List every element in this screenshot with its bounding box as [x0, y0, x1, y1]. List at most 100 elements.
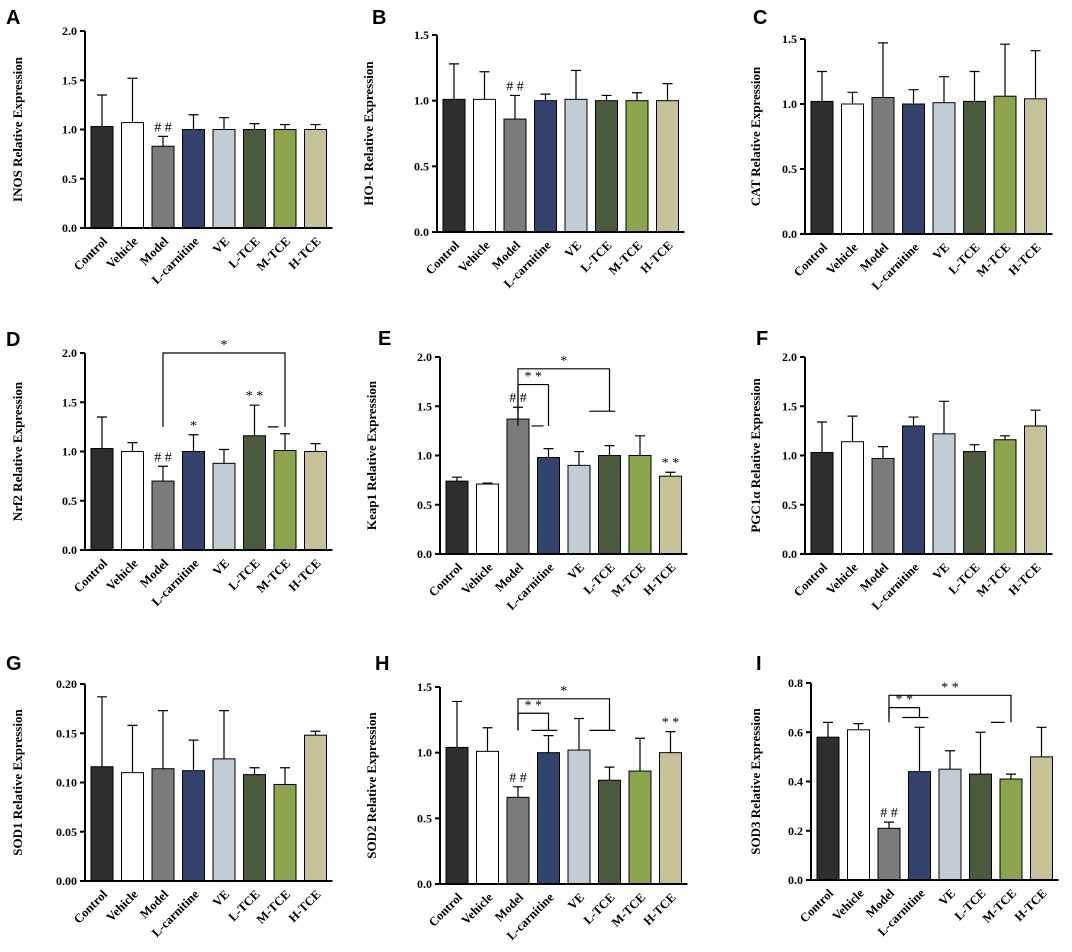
- bracket-significance: * *: [525, 370, 543, 385]
- bar-m-tce: [273, 783, 297, 882]
- y-tick-label: 1.0: [417, 449, 432, 463]
- bar-l-tce: [963, 100, 986, 235]
- bracket-significance: * *: [525, 698, 543, 713]
- error-bar: [219, 117, 229, 130]
- bar-model: [871, 97, 895, 235]
- x-tick-label: VE: [210, 556, 232, 578]
- bracket-significance: *: [221, 338, 228, 353]
- y-tick-label: 1.0: [62, 445, 77, 459]
- x-tick-label: H-TCE: [638, 238, 676, 276]
- x-tick-label: Control: [71, 556, 111, 596]
- error-bar: [219, 448, 229, 464]
- bracket-significance: * *: [941, 680, 959, 695]
- bar-ve: [212, 462, 236, 551]
- bar-h-tce: [659, 475, 682, 555]
- error-bar: [479, 71, 490, 100]
- error-bar: [219, 709, 229, 759]
- x-tick-label: M-TCE: [974, 240, 1013, 279]
- panel-letter: H: [375, 653, 389, 675]
- y-tick-label: 0.4: [788, 775, 803, 789]
- y-tick-label: 0.00: [56, 874, 77, 888]
- bar-vehicle: [121, 451, 144, 551]
- error-bar: [574, 717, 584, 751]
- error-bar: [280, 123, 290, 130]
- error-bar: [847, 91, 858, 104]
- significance-mark: # #: [509, 771, 527, 786]
- bar-model: [877, 827, 901, 881]
- x-tick-label: Vehicle: [104, 887, 141, 924]
- y-tick-label: 0.05: [56, 825, 77, 839]
- error-bar: [482, 727, 493, 752]
- x-tick-label: Vehicle: [104, 234, 141, 271]
- bar-m-tce: [993, 439, 1017, 555]
- x-tick-label: H-TCE: [1006, 560, 1044, 598]
- y-tick-label: 0.20: [56, 677, 77, 691]
- bar-m-tce: [273, 129, 297, 229]
- y-tick-label: 0.5: [414, 159, 429, 173]
- x-tick-label: M-TCE: [254, 234, 293, 273]
- x-tick-label: Vehicle: [824, 240, 861, 277]
- panel-letter: E: [378, 328, 391, 350]
- x-tick-label: Vehicle: [824, 560, 861, 597]
- bar-ve: [567, 749, 591, 885]
- bar-l-tce: [963, 451, 986, 555]
- x-tick-label: Control: [71, 234, 111, 274]
- x-tick-label: H-TCE: [1012, 886, 1050, 924]
- bar-m-tce: [273, 450, 297, 551]
- bar-h-tce: [1024, 98, 1047, 235]
- bar-ve: [938, 768, 962, 881]
- y-tick-label: 2.0: [417, 350, 432, 364]
- x-tick-label: M-TCE: [980, 886, 1019, 925]
- x-tick-label: M-TCE: [609, 560, 648, 599]
- x-tick-label: Control: [71, 887, 111, 927]
- error-bar: [127, 77, 138, 123]
- y-tick-label: 1.5: [782, 399, 797, 413]
- x-tick-label: Control: [423, 238, 463, 278]
- bar-ve: [932, 433, 956, 555]
- bar-control: [816, 736, 840, 881]
- bar-l-tce: [598, 455, 621, 555]
- y-tick-label: 1.5: [782, 32, 797, 46]
- bar-l-carnitine: [182, 451, 205, 551]
- panel-F: F PGC1α Relative Expression ControlVehicle…: [748, 328, 1053, 613]
- significance-mark: # #: [154, 450, 172, 465]
- bar-l-tce: [595, 100, 618, 233]
- bar-l-carnitine: [537, 456, 560, 555]
- x-tick-label: Vehicle: [104, 556, 141, 593]
- y-tick-label: 1.0: [414, 94, 429, 108]
- bar-ve: [212, 758, 236, 882]
- error-bar: [662, 82, 673, 101]
- error-bar: [540, 93, 551, 101]
- bar-control: [445, 480, 469, 555]
- error-bar: [604, 445, 615, 456]
- bar-model: [506, 796, 530, 885]
- bar-vehicle: [121, 122, 144, 229]
- y-tick-label: 0.0: [782, 547, 797, 561]
- error-bar: [969, 444, 980, 452]
- x-tick-label: M-TCE: [254, 556, 293, 595]
- bar-control: [810, 100, 834, 235]
- y-axis-label: PGC1α Relative Expression: [748, 378, 763, 533]
- panel-letter: D: [6, 329, 20, 351]
- y-tick-label: 2.0: [62, 24, 77, 38]
- x-tick-label: Control: [426, 560, 466, 600]
- error-bar: [908, 89, 919, 104]
- error-bar: [632, 92, 642, 101]
- error-bar: [158, 135, 168, 147]
- x-tick-label: H-TCE: [641, 890, 679, 928]
- comparison-bracket: [517, 383, 550, 427]
- bar-control: [810, 452, 834, 555]
- y-axis-label: Nrf2 Relative Expression: [10, 381, 25, 521]
- error-bar: [1006, 773, 1016, 780]
- y-axis-label: SOD2 Relative Expression: [364, 712, 379, 859]
- error-bar: [635, 737, 645, 772]
- error-bar: [817, 421, 827, 453]
- error-bar: [939, 76, 949, 103]
- error-bar: [1000, 43, 1010, 97]
- error-bar: [249, 767, 260, 775]
- y-axis-label: Keap1 Relative Expression: [364, 380, 379, 530]
- bar-l-carnitine: [902, 103, 925, 235]
- panel-letter: F: [756, 328, 768, 350]
